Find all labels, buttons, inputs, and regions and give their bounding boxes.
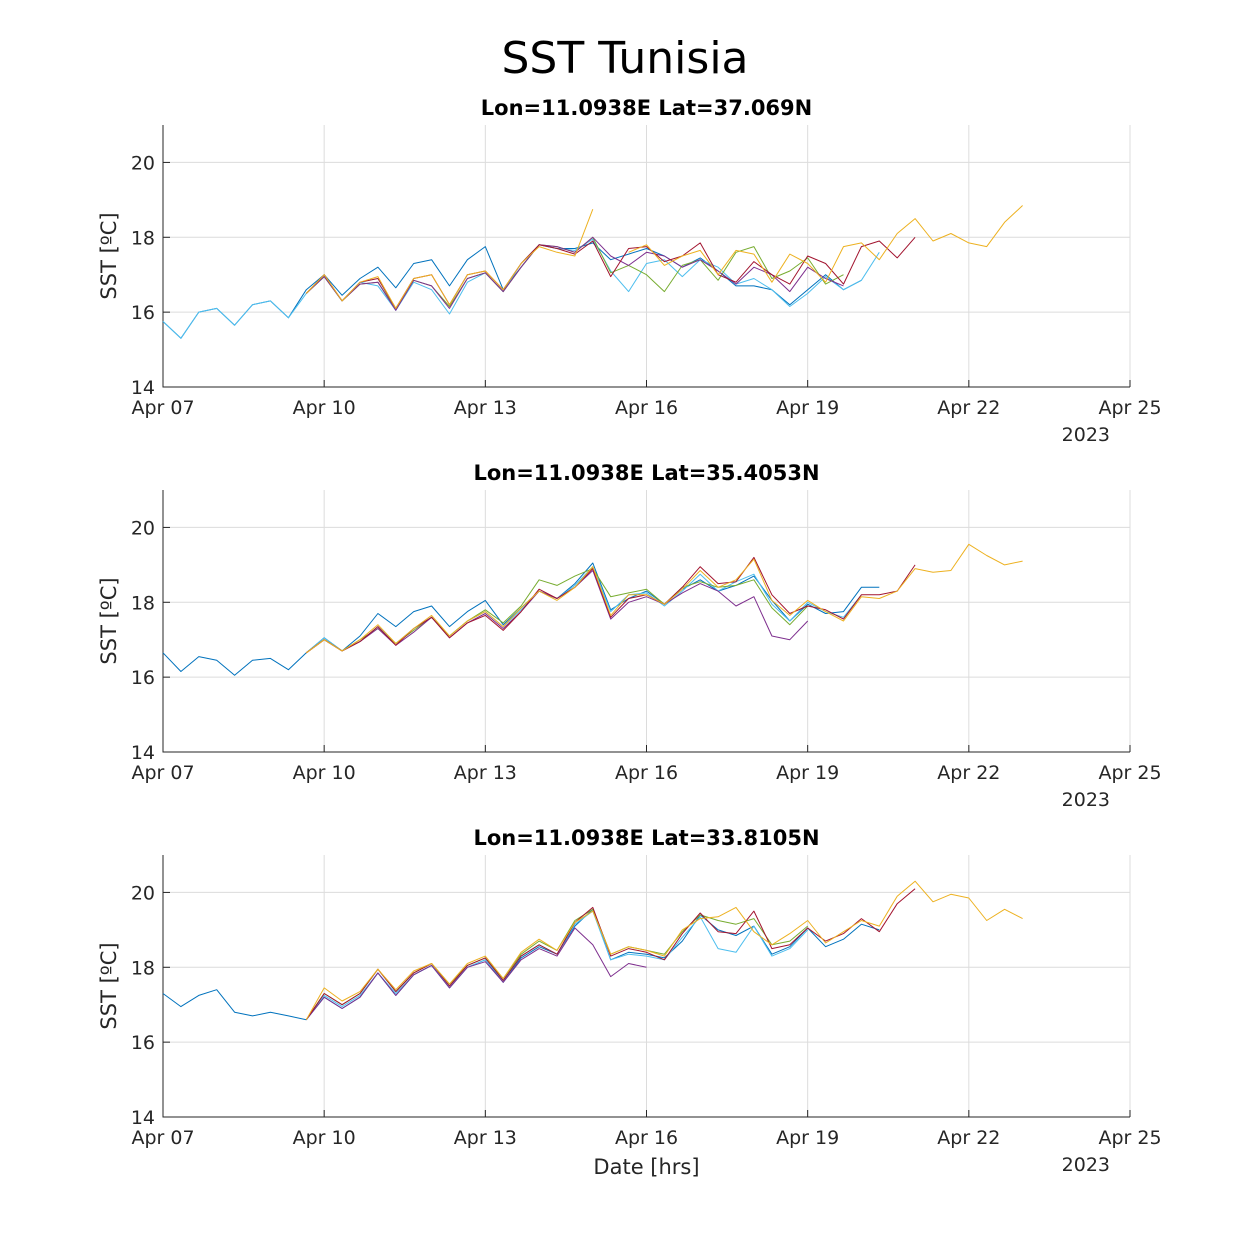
x-tick-label: Apr 19: [776, 762, 839, 784]
y-tick-label: 18: [131, 957, 155, 979]
y-tick-label: 16: [131, 1032, 155, 1054]
x-tick-label: Apr 10: [293, 397, 356, 419]
x-tick-label: Apr 13: [454, 397, 517, 419]
series-group: [162, 543, 1023, 676]
x-tick-label: Apr 07: [131, 1127, 194, 1149]
x-tick-label: Apr 19: [776, 397, 839, 419]
y-tick-label: 14: [131, 377, 155, 399]
panel-subtitle: Lon=11.0938E Lat=33.8105N: [473, 826, 819, 850]
series-group: [162, 880, 1023, 1021]
y-axis-label: SST [ºC]: [97, 942, 121, 1029]
x-axis-label: Date [hrs]: [593, 1155, 699, 1179]
panel-3: Lon=11.0938E Lat=33.8105N Apr 07 Apr 10 Apr…: [97, 826, 1162, 1179]
x-tick-label: Apr 10: [293, 762, 356, 784]
y-tick-label: 16: [131, 667, 155, 689]
x-tick-label: Apr 22: [937, 397, 1000, 419]
x-tick-label: Apr 13: [454, 1127, 517, 1149]
y-tick-label: 18: [131, 227, 155, 249]
series-line-4: [305, 927, 647, 1021]
panel-subtitle: Lon=11.0938E Lat=37.069N: [481, 96, 812, 120]
x-tick-label: Apr 07: [131, 762, 194, 784]
x-tick-label: Apr 07: [131, 397, 194, 419]
x-tick-label: Apr 10: [293, 1127, 356, 1149]
panels: Lon=11.0938E Lat=37.069N Apr 07 Apr 10 Apr …: [97, 96, 1162, 1179]
series-line-6: [306, 543, 1023, 654]
x-year-label: 2023: [1062, 1154, 1110, 1176]
y-tick-label: 14: [131, 742, 155, 764]
x-tick-label: Apr 22: [937, 1127, 1000, 1149]
y-tick-label: 16: [131, 302, 155, 324]
series-group: [162, 205, 1023, 339]
x-tick-label: Apr 25: [1098, 762, 1161, 784]
x-tick-label: Apr 13: [454, 762, 517, 784]
y-axis-label: SST [ºC]: [97, 212, 121, 299]
panel-2: Lon=11.0938E Lat=35.4053N Apr 07 Apr 10 Apr…: [97, 461, 1162, 811]
series-line-4: [305, 236, 844, 311]
x-tick-label: Apr 16: [615, 762, 678, 784]
x-tick-label: Apr 25: [1098, 1127, 1161, 1149]
x-tick-label: Apr 16: [615, 1127, 678, 1149]
x-tick-label: Apr 16: [615, 397, 678, 419]
panel-subtitle: Lon=11.0938E Lat=35.4053N: [473, 461, 819, 485]
series-line-6: [305, 205, 1023, 309]
x-tick-label: Apr 19: [776, 1127, 839, 1149]
x-year-label: 2023: [1062, 789, 1110, 811]
x-tick-label: Apr 25: [1098, 397, 1161, 419]
y-tick-label: 20: [131, 517, 155, 539]
figure-title: SST Tunisia: [501, 33, 748, 84]
y-tick-label: 20: [131, 152, 155, 174]
y-tick-label: 14: [131, 1107, 155, 1129]
x-year-label: 2023: [1062, 424, 1110, 446]
y-tick-label: 18: [131, 592, 155, 614]
y-axis-label: SST [ºC]: [97, 577, 121, 664]
series-line-6: [305, 880, 1023, 1020]
series-line-5: [305, 888, 916, 1020]
panel-1: Lon=11.0938E Lat=37.069N Apr 07 Apr 10 Apr …: [97, 96, 1162, 446]
x-tick-label: Apr 22: [937, 762, 1000, 784]
y-tick-label: 20: [131, 882, 155, 904]
